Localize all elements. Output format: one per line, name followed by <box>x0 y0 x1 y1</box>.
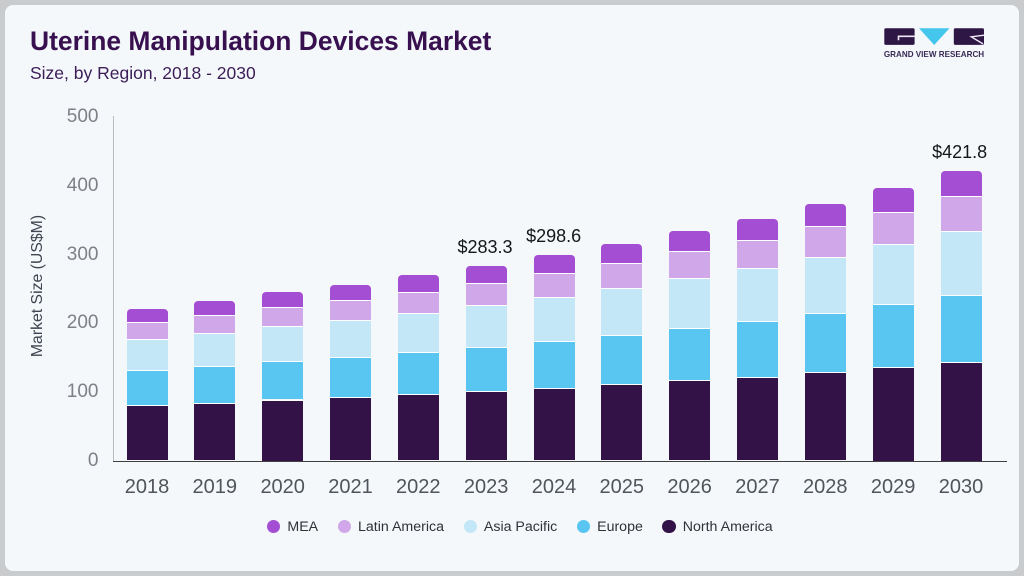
svg-text:GRAND VIEW RESEARCH: GRAND VIEW RESEARCH <box>884 50 984 59</box>
